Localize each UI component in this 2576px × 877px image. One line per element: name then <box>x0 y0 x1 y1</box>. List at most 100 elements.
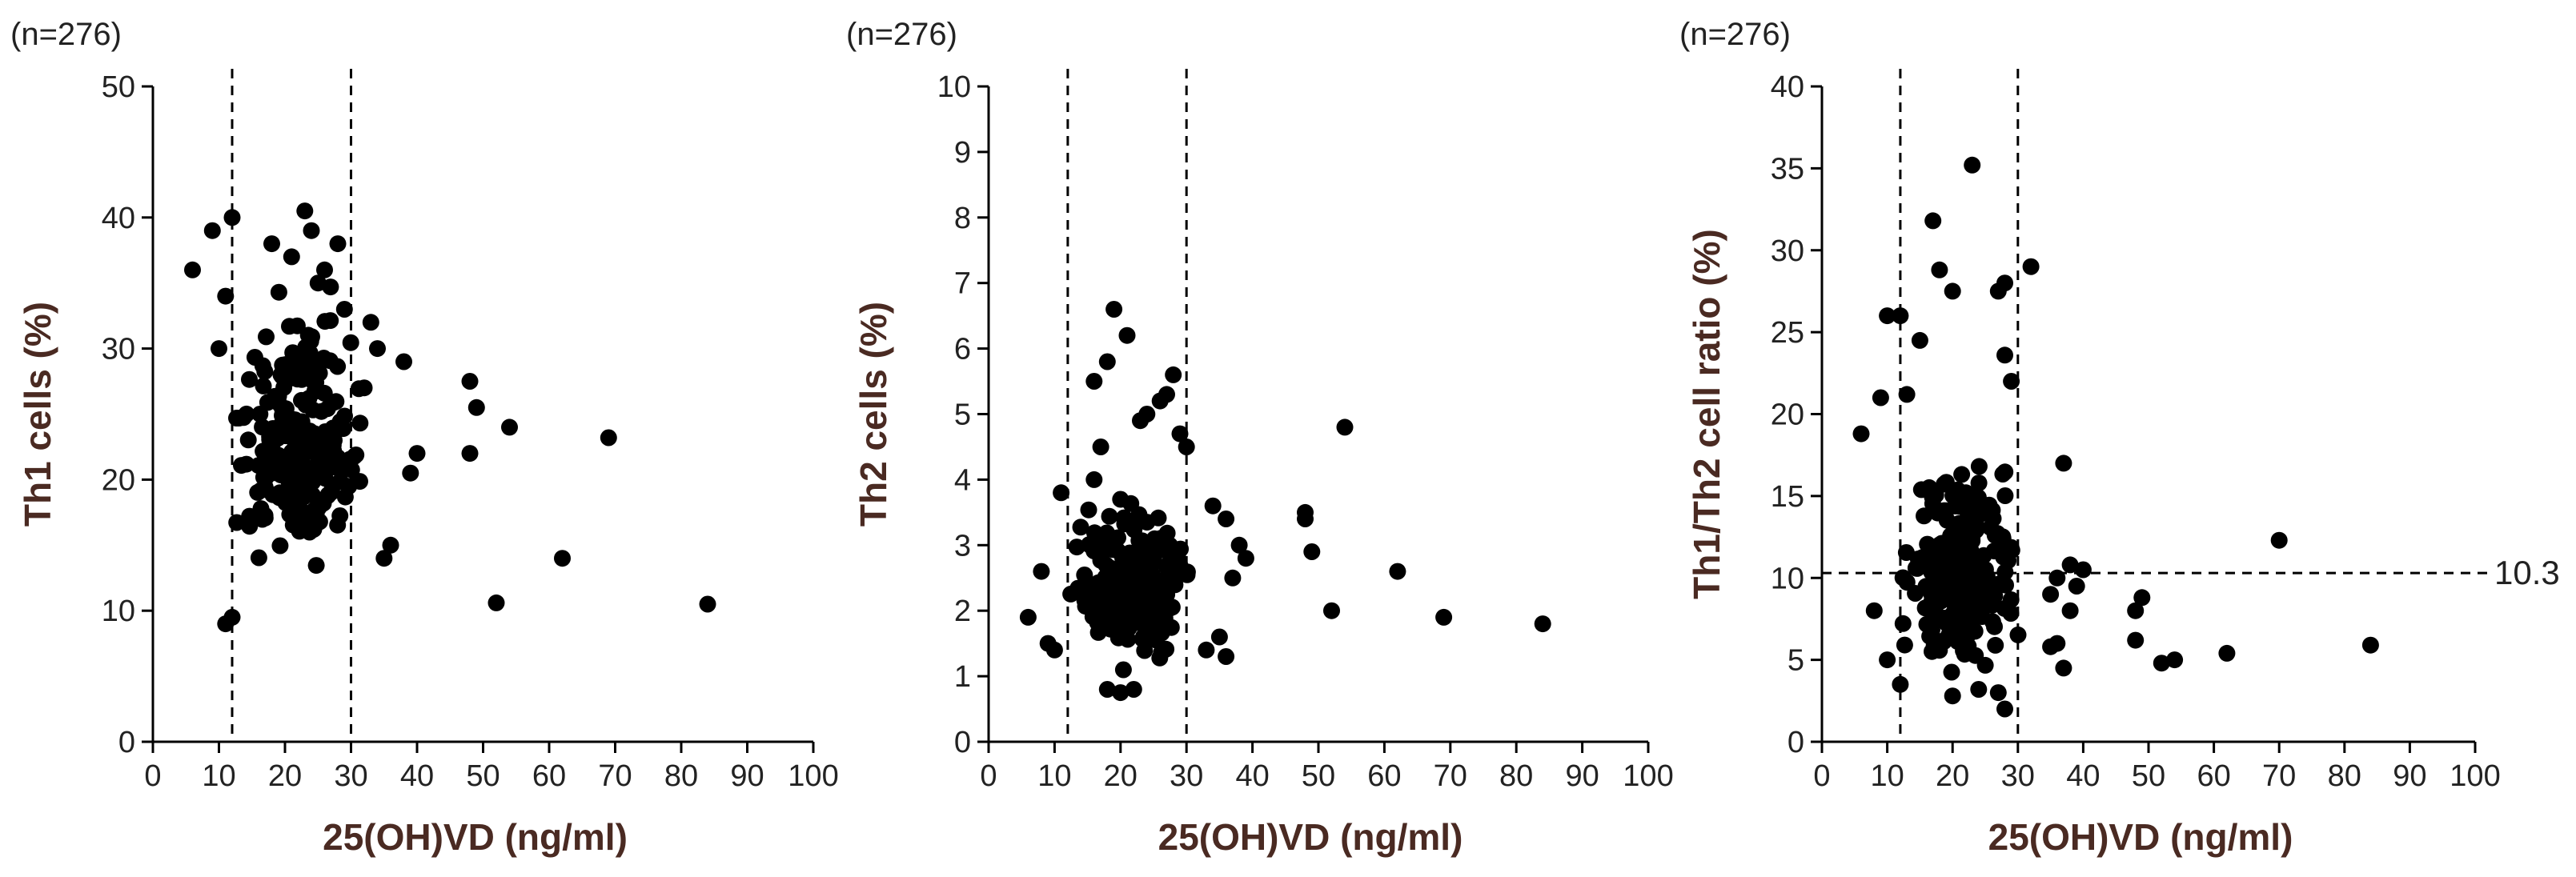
x-tick-label: 40 <box>2066 759 2100 793</box>
data-point <box>255 443 272 460</box>
data-point <box>1077 598 1094 615</box>
x-axis-title: 25(OH)VD (ng/ml) <box>1988 816 2293 858</box>
data-point <box>322 278 339 296</box>
data-point <box>1892 307 1909 325</box>
chart-panel-1: 0 10 20 30 40 50 0 10 20 30 40 50 60 70 80 90 100 (n=276)… <box>10 17 839 858</box>
data-point <box>2042 586 2060 603</box>
data-point <box>1171 425 1189 443</box>
y-tick-label: 25 <box>1771 316 1804 350</box>
data-point <box>2127 631 2145 649</box>
data-point <box>241 370 258 388</box>
data-point <box>331 473 349 491</box>
data-point <box>1155 618 1173 635</box>
data-point <box>2270 531 2288 549</box>
x-tick-label: 90 <box>2393 759 2426 793</box>
data-point <box>488 594 505 611</box>
data-point <box>279 370 297 388</box>
data-point <box>1916 507 1932 525</box>
data-point <box>281 318 298 335</box>
data-point <box>2127 602 2145 619</box>
data-point <box>263 235 280 253</box>
data-point <box>1198 641 1215 659</box>
data-point <box>382 536 399 554</box>
y-axis-title: Th1 cells (%) <box>17 302 58 527</box>
data-point <box>1929 611 1947 627</box>
y-tick-label: 10 <box>937 70 971 104</box>
data-point <box>1896 636 1913 654</box>
data-point <box>277 356 295 373</box>
data-point <box>1948 571 1966 589</box>
data-point <box>1968 505 1986 523</box>
x-tick-label: 20 <box>1936 759 1969 793</box>
data-point <box>1945 595 1963 612</box>
data-point <box>1852 425 1870 443</box>
sample-size-label: (n=276) <box>10 17 122 52</box>
data-point <box>2361 636 2379 654</box>
data-point <box>1984 502 2001 519</box>
x-tick-label: 30 <box>1170 759 1203 793</box>
data-point <box>1996 487 2014 504</box>
data-point <box>1996 463 2014 481</box>
data-point <box>1996 542 2013 559</box>
x-tick-label: 50 <box>1302 759 1335 793</box>
x-tick-label: 90 <box>730 759 764 793</box>
data-point <box>1970 475 1988 492</box>
data-point <box>291 475 309 492</box>
data-point <box>1996 563 2014 581</box>
data-point <box>331 413 349 430</box>
data-point <box>1960 607 1977 623</box>
data-point <box>329 449 347 467</box>
data-point <box>283 248 300 266</box>
data-point <box>1153 530 1170 547</box>
x-tick-label: 70 <box>598 759 632 793</box>
data-point <box>1988 525 2006 543</box>
data-point <box>1112 684 1130 702</box>
chart-panel-3: 0 5 10 15 20 25 30 35 40 0 10 20 30 40 50 60 70 80 90 100 10… <box>1679 17 2560 858</box>
data-point <box>1072 519 1089 536</box>
data-point <box>336 488 354 506</box>
x-tick-label: 100 <box>2450 759 2500 793</box>
data-point <box>2218 644 2236 662</box>
y-tick-label: 30 <box>1771 234 1804 268</box>
data-point <box>1158 558 1175 575</box>
data-point <box>249 483 267 501</box>
data-point <box>329 516 347 534</box>
y-tick-label: 6 <box>954 333 971 366</box>
data-point <box>1119 582 1136 599</box>
data-point <box>1045 641 1063 659</box>
sample-size-label: (n=276) <box>1679 17 1791 52</box>
y-tick-label: 30 <box>102 333 135 366</box>
data-point <box>2042 638 2060 655</box>
data-point <box>316 470 334 487</box>
data-point <box>307 557 325 575</box>
x-tick-label: 100 <box>1623 759 1673 793</box>
data-point <box>290 422 307 440</box>
data-point <box>350 380 367 398</box>
data-point <box>250 549 267 567</box>
data-point <box>1953 466 1971 483</box>
data-point <box>231 410 247 426</box>
data-point <box>1970 458 1988 475</box>
data-point <box>2009 626 2027 643</box>
y-axis-title: Th1/Th2 cell ratio (%) <box>1686 229 1727 599</box>
data-point <box>1093 544 1111 562</box>
data-point <box>1996 346 2013 364</box>
data-point <box>1165 366 1182 383</box>
x-tick-label: 100 <box>788 759 838 793</box>
y-tick-label: 0 <box>954 726 971 759</box>
x-tick-label: 60 <box>532 759 566 793</box>
data-point <box>1931 261 1948 278</box>
x-tick-label: 60 <box>2197 759 2230 793</box>
data-point <box>1944 282 1961 300</box>
x-tick-label: 70 <box>1434 759 1467 793</box>
data-point <box>2061 556 2079 574</box>
data-point <box>1923 563 1940 581</box>
data-point <box>1534 615 1551 633</box>
data-point <box>1966 623 1984 640</box>
data-point <box>1989 282 2007 300</box>
data-point <box>699 595 716 613</box>
x-tick-label: 50 <box>466 759 500 793</box>
x-tick-label: 90 <box>1565 759 1599 793</box>
x-tick-label: 70 <box>2262 759 2296 793</box>
